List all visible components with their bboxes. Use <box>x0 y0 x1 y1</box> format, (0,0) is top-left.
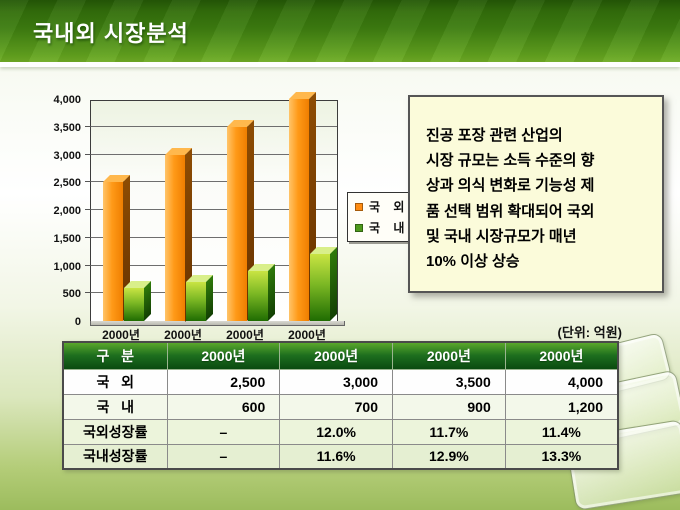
x-tick-label: 2000년 <box>288 328 326 342</box>
y-tick-label: 4,000 <box>53 94 81 106</box>
row-label-cell: 국내성장률 <box>62 443 168 470</box>
y-tick-label: 3,500 <box>53 121 81 134</box>
gridline <box>85 125 337 127</box>
table-row: 국 외 2,500 3,000 3,500 4,000 <box>62 368 619 395</box>
table-row: 국내성장률 –11.6% 12.9% 13.3% <box>62 443 619 470</box>
gridline <box>85 181 337 183</box>
bar-domestic-4 <box>310 247 337 321</box>
y-tick-label: 500 <box>62 288 81 301</box>
unit-label: (단위: 억원) <box>557 325 622 340</box>
x-tick-label: 2000년 <box>226 328 264 342</box>
bar-foreign-1 <box>103 175 130 321</box>
table-cell: 13.3% <box>504 443 619 470</box>
table-cell: 12.0% <box>279 418 393 445</box>
legend-label: 국 외 <box>369 200 405 214</box>
table-header-cell: 2000년 <box>504 341 619 370</box>
table-header-cell: 2000년 <box>392 341 506 370</box>
table-cell: 4,000 <box>504 368 619 395</box>
gridline <box>85 264 337 266</box>
chart-3d-floor <box>90 321 345 326</box>
table-header-row: 구 분 2000년 2000년 2000년 2000년 <box>62 341 619 370</box>
table-cell: 900 <box>392 393 506 420</box>
table-header-cell: 구 분 <box>62 341 168 370</box>
gridline <box>85 292 337 294</box>
market-table: 구 분 2000년 2000년 2000년 2000년 국 외 2,500 3,000 3,50… <box>62 341 619 470</box>
table-cell: 3,000 <box>279 368 393 395</box>
y-tick-label: 1,000 <box>53 260 81 273</box>
bar-foreign-2 <box>165 147 192 321</box>
table-cell: 2,500 <box>166 368 281 395</box>
bar-side-face <box>144 280 151 321</box>
y-tick-label: 3,000 <box>53 149 81 162</box>
x-axis-labels: 2000년 2000년 2000년 2000년 <box>90 326 338 343</box>
chart-plot-area <box>85 92 345 326</box>
row-label-cell: 국 외 <box>62 368 168 395</box>
gridline <box>85 236 337 238</box>
legend-swatch-icon <box>355 223 363 232</box>
title-bar <box>0 0 680 62</box>
row-label-cell: 국외성장률 <box>62 418 168 445</box>
legend-swatch-icon <box>355 202 363 211</box>
bar-domestic-1 <box>124 280 151 321</box>
x-tick-label: 2000년 <box>102 328 140 342</box>
table-cell: 700 <box>279 393 393 420</box>
table-header-cell: 2000년 <box>166 341 281 370</box>
legend-item: 국 내 <box>355 219 404 236</box>
y-tick-label: 1,500 <box>53 232 81 245</box>
gridline <box>85 153 337 155</box>
x-tick-label: 2000년 <box>164 328 202 342</box>
y-axis-labels: 0 500 1,000 1,500 2,000 2,500 3,000 3,500 4,000 <box>35 94 85 328</box>
table-row: 국 내 600 700 900 1,200 <box>62 393 619 420</box>
bar-domestic-3 <box>248 264 275 321</box>
gridline <box>85 209 337 210</box>
legend-item: 국 외 <box>355 198 404 215</box>
callout-box: 진공 포장 관련 산업의 시장 규모는 소득 수준의 향 상과 의식 변화로 기… <box>408 95 664 293</box>
table-cell: – <box>166 443 281 470</box>
market-bar-chart: 0 500 1,000 1,500 2,000 2,500 3,000 3,500 4,000 … <box>35 92 415 347</box>
table-cell: 11.7% <box>392 418 506 445</box>
bar-foreign-3 <box>227 119 254 321</box>
header-divider <box>0 62 680 67</box>
table-header-cell: 2000년 <box>279 341 393 370</box>
bar-side-face <box>268 264 275 321</box>
bar-side-face <box>330 247 337 321</box>
table-cell: 11.4% <box>504 418 619 445</box>
table-cell: 11.6% <box>279 443 393 470</box>
bar-side-face <box>206 275 213 321</box>
table-row: 국외성장률 –12.0% 11.7% 11.4% <box>62 418 619 445</box>
table-cell: 600 <box>166 393 281 420</box>
bar-foreign-4 <box>289 92 316 321</box>
page-title: 국내외 시장분석 <box>33 21 189 46</box>
y-tick-label: 0 <box>74 316 81 328</box>
table-cell: 12.9% <box>392 443 506 470</box>
callout-text: 진공 포장 관련 산업의 시장 규모는 소득 수준의 향 상과 의식 변화로 기… <box>426 127 595 270</box>
legend-label: 국 내 <box>369 221 405 235</box>
table-cell: – <box>166 418 281 445</box>
table-cell: 1,200 <box>504 393 619 420</box>
bar-domestic-2 <box>186 275 213 321</box>
y-tick-label: 2,500 <box>53 177 81 190</box>
table-cell: 3,500 <box>392 368 506 395</box>
y-tick-label: 2,000 <box>53 205 81 217</box>
row-label-cell: 국 내 <box>62 393 168 420</box>
